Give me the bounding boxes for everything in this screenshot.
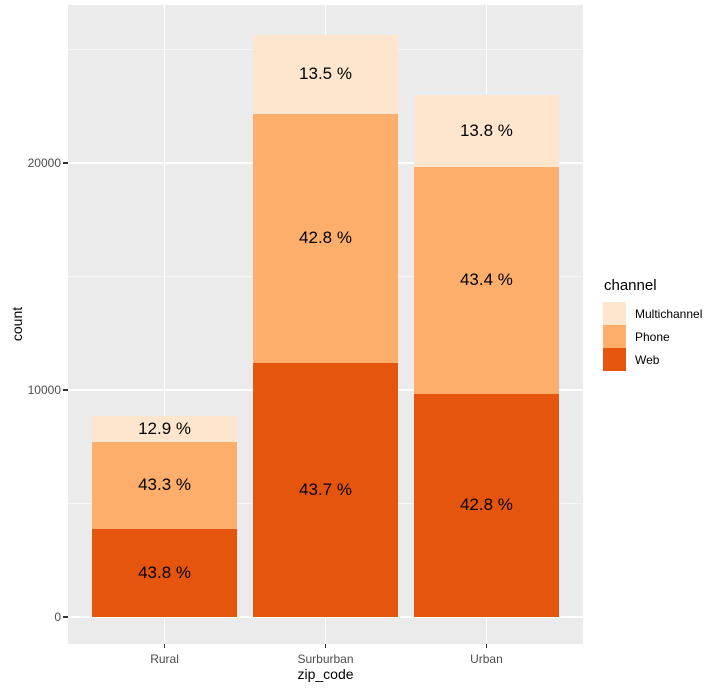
bar-percent-label: 43.3 % (138, 475, 192, 495)
y-tick-mark (63, 616, 68, 618)
legend-item-label: Phone (635, 329, 670, 344)
x-tick-mark (485, 644, 488, 648)
bar-segment-phone-rural (92, 441, 237, 529)
legend-item-web: Web (603, 348, 702, 371)
bar-percent-label: 42.8 % (299, 228, 352, 248)
x-tick-mark (163, 644, 166, 648)
legend-item-phone: Phone (603, 325, 702, 348)
y-tick-label: 20000 (27, 156, 61, 170)
bar-segment-multichannel-surburban (253, 34, 398, 114)
legend-title: channel (604, 277, 657, 294)
bar-percent-label: 43.7 % (299, 479, 352, 499)
bar-percent-label: 42.8 % (459, 495, 513, 515)
bar-percent-label: 13.8 % (459, 120, 513, 140)
legend: channel Multichannel Phone Web (603, 277, 702, 371)
bar-segment-phone-surburban (253, 113, 398, 363)
x-tick-label: Surburban (297, 652, 354, 666)
bar-segment-phone-urban (414, 166, 559, 394)
x-tick-mark (324, 644, 327, 648)
bar-percent-label: 43.8 % (138, 562, 192, 582)
x-axis-title: zip_code (297, 666, 354, 682)
bar-segment-web-surburban (253, 362, 398, 617)
bar-segment-multichannel-urban (414, 94, 559, 167)
legend-swatch (603, 302, 626, 325)
bar-percent-label: 43.4 % (459, 270, 513, 290)
bar-percent-label: 12.9 % (138, 418, 192, 438)
legend-item-label: Web (635, 352, 660, 367)
bar-segment-web-rural (92, 528, 237, 617)
y-tick-mark (63, 162, 68, 164)
legend-items: Multichannel Phone Web (603, 302, 702, 371)
y-axis-title: count (9, 306, 25, 342)
x-tick-label: Urban (470, 652, 503, 666)
legend-item-label: Multichannel (635, 306, 703, 321)
y-tick-label: 10000 (27, 383, 61, 397)
bar-percent-label: 13.5 % (299, 64, 352, 84)
x-tick-label: Rural (150, 652, 179, 666)
legend-swatch (603, 325, 626, 348)
y-tick-mark (63, 389, 68, 391)
legend-swatch (603, 348, 626, 371)
bar-segment-web-urban (414, 393, 559, 617)
plot-panel: 43.8 % 43.3 % 12.9 % 43.7 % 42.8 % 13.5 % 42.8… (68, 5, 583, 644)
legend-item-multichannel: Multichannel (603, 302, 702, 325)
bar-segment-multichannel-rural (92, 416, 237, 442)
y-tick-label: 0 (54, 610, 61, 624)
gridline-major-v (163, 5, 166, 644)
